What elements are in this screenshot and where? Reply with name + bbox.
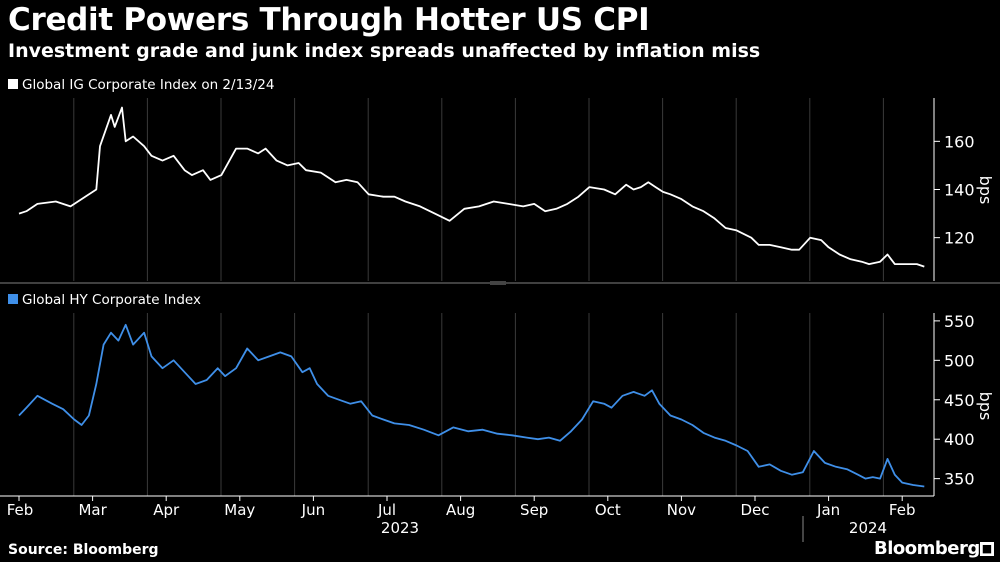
y-tick-label-350: 350 [944, 470, 975, 489]
y-tick-label-400: 400 [944, 430, 975, 449]
ig-legend-swatch [8, 79, 18, 89]
x-tick-label-aug-6: Aug [446, 501, 475, 519]
source-note: Source: Bloomberg [8, 542, 159, 558]
x-year-label-2024: 2024 [849, 519, 887, 537]
hy-gridlines [73, 313, 884, 496]
ig-panel: Global IG Corporate Index on 2/13/24 120… [8, 77, 995, 281]
x-tick-label-feb-0: Feb [7, 501, 34, 519]
ig-legend-label: Global IG Corporate Index on 2/13/24 [22, 77, 274, 93]
y-tick-label-550: 550 [944, 312, 975, 331]
y-tick-label-450: 450 [944, 391, 975, 410]
x-tick-label-dec-10: Dec [740, 501, 769, 519]
x-tick-label-oct-8: Oct [595, 501, 621, 519]
bloomberg-logo-icon: ■ [980, 542, 994, 556]
hy-y-axis-label: bps [976, 392, 995, 421]
x-tick-label-sep-7: Sep [520, 501, 548, 519]
ig-gridlines [73, 98, 884, 281]
hy-series-line [18, 323, 925, 488]
bloomberg-logo: Bloomberg [874, 538, 980, 559]
y-tick-label-120: 120 [944, 229, 975, 248]
y-tick-label-140: 140 [944, 181, 975, 200]
x-tick-labels: Feb Mar Apr May Jun Jul Aug Sep Oct Nov Dec Jan Feb [7, 496, 916, 519]
x-tick-label-mar-1: Mar [78, 501, 107, 519]
x-tick-label-feb-12: Feb [889, 501, 916, 519]
ig-y-axis-label: bps [976, 176, 995, 205]
x-tick-label-jun-4: Jun [301, 501, 325, 519]
x-tick-label-apr-2: Apr [153, 501, 180, 519]
hy-legend-swatch [8, 294, 18, 304]
hy-panel: Global HY Corporate Index 350 400 450 500 55… [8, 292, 995, 496]
x-tick-label-jan-11: Jan [816, 501, 840, 519]
x-tick-label-nov-9: Nov [667, 501, 696, 519]
chart-title: Credit Powers Through Hotter US CPI [8, 2, 650, 38]
panel-divider-handle[interactable] [490, 281, 506, 285]
hy-y-tick-labels: 350 400 450 500 550 [934, 312, 975, 489]
hy-legend-label: Global HY Corporate Index [22, 292, 201, 308]
y-tick-label-500: 500 [944, 351, 975, 370]
y-tick-label-160: 160 [944, 132, 975, 151]
ig-series-line [18, 106, 925, 268]
x-year-label-2023: 2023 [381, 519, 419, 537]
chart-subtitle: Investment grade and junk index spreads … [8, 40, 761, 62]
x-tick-label-may-3: May [224, 501, 255, 519]
x-tick-label-jul-5: Jul [377, 501, 396, 519]
ig-y-tick-labels: 120 140 160 [934, 132, 975, 248]
